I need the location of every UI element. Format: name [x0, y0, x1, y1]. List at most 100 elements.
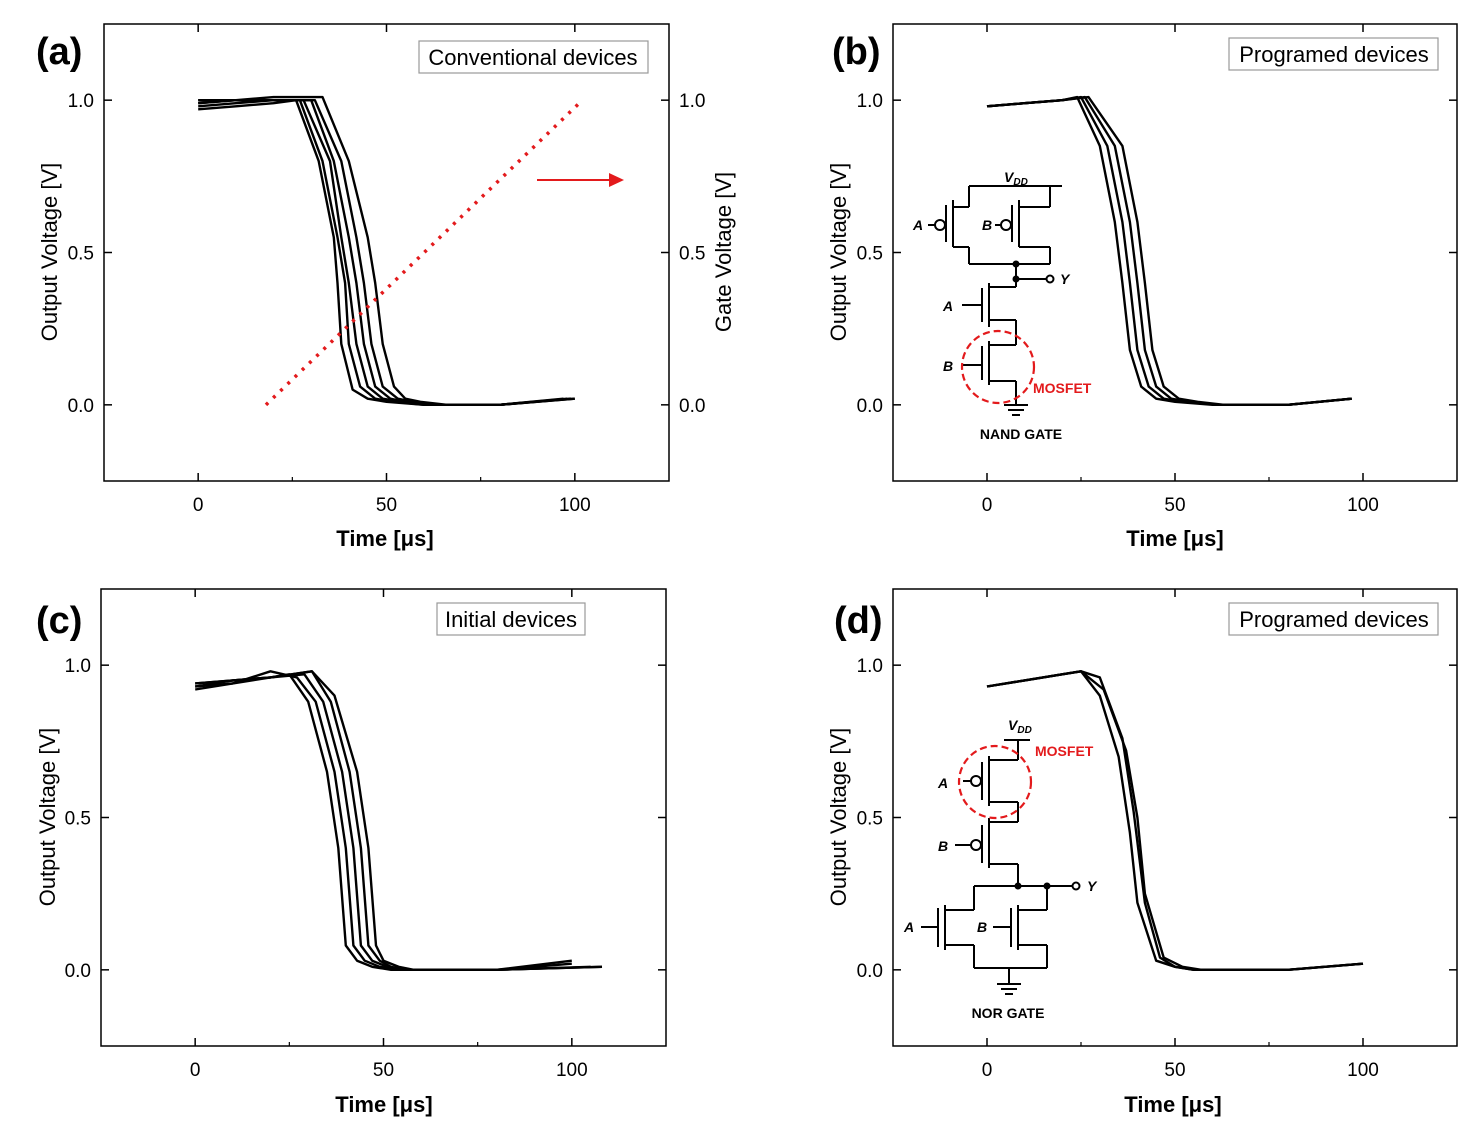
panel-c: (c) Initial devices Output Voltage [V] T…: [35, 588, 667, 1117]
panel-a: (a) Conventional devices Output Voltage …: [36, 23, 736, 551]
node-dot: [1012, 260, 1020, 268]
x-tick-label: 50: [373, 1060, 394, 1081]
series-line-3: [198, 98, 572, 406]
panel-label-d: (d): [834, 600, 883, 642]
legend-label-d: Programed devices: [1239, 607, 1429, 632]
panel-label-b: (b): [832, 31, 881, 73]
nand-gate-schematic: [928, 185, 1062, 416]
series-line-4: [195, 670, 603, 971]
y2-tick-label: 0.0: [679, 396, 705, 417]
legend-label-a: Conventional devices: [428, 45, 637, 70]
y-axis-title-c: Output Voltage [V]: [35, 728, 60, 907]
series-line-2: [986, 670, 1364, 971]
input-label-b: B: [938, 838, 948, 854]
y2-tick-label: 0.5: [679, 244, 705, 265]
y-tick-label: 0.5: [68, 244, 94, 265]
x-tick-label: 100: [556, 1060, 588, 1081]
plot-frame-c: [100, 588, 667, 1047]
panel-d: (d) Programed devices Output Voltage [V]…: [826, 588, 1458, 1117]
panel-b: (b) Programed devices Output Voltage [V]…: [826, 23, 1458, 551]
series-group-c: [195, 670, 603, 971]
y-axis-title-a: Output Voltage [V]: [37, 163, 62, 342]
x-tick-label: 0: [193, 495, 204, 516]
y-tick-label: 0.5: [857, 809, 883, 830]
legend-box-a: [418, 40, 649, 74]
series-group-d: [986, 670, 1364, 971]
legend-box-b: [1228, 37, 1439, 71]
series-line-6: [198, 95, 575, 406]
output-label-y: Y: [1087, 878, 1098, 894]
y-tick-label: 0.5: [65, 809, 91, 830]
input-label-a-2: A: [942, 298, 953, 314]
x-axis-title-c: Time [μs]: [335, 1092, 432, 1117]
y-tick-label: 0.0: [68, 396, 94, 417]
series-line-3: [986, 670, 1364, 971]
legend-box-d: [1228, 602, 1439, 636]
y-tick-label: 0.0: [65, 961, 91, 982]
series-line-1: [198, 98, 564, 406]
node-dot: [1014, 882, 1022, 890]
panel-label-c: (c): [36, 600, 82, 642]
series-line-1: [195, 673, 572, 971]
input-label-a-2: A: [903, 919, 914, 935]
mosfet-highlight-circle: [957, 744, 1033, 820]
node-dot: [1012, 275, 1020, 283]
input-label-a: A: [937, 775, 948, 791]
y-axis-title-b: Output Voltage [V]: [826, 163, 851, 342]
y-tick-label: 1.0: [68, 91, 94, 112]
y-tick-label: 1.0: [65, 656, 91, 677]
ticks-d: 0 50 100 0.0 0.5 1.0: [857, 589, 1457, 1081]
legend-box-c: [436, 602, 586, 636]
x-tick-label: 0: [982, 1060, 993, 1081]
legend-label-c: Initial devices: [445, 607, 577, 632]
x-tick-label: 50: [1164, 495, 1185, 516]
plot-frame-b: [892, 23, 1458, 482]
plot-frame-a: [103, 23, 670, 482]
arrow-right-icon: [537, 173, 624, 187]
x-tick-label: 50: [376, 495, 397, 516]
input-label-b-2: B: [977, 919, 987, 935]
ticks-b: 0 50 100 0.0 0.5 1.0: [857, 24, 1457, 516]
x-axis-title-b: Time [μs]: [1126, 526, 1223, 551]
mosfet-label: MOSFET: [1035, 743, 1094, 759]
series-line-3: [986, 95, 1352, 406]
mosfet-label: MOSFET: [1033, 380, 1092, 396]
output-label-y: Y: [1060, 271, 1071, 287]
series-line-3: [195, 673, 591, 971]
series-line-1: [986, 95, 1352, 406]
series-line-2: [195, 670, 572, 971]
node-dot: [1043, 882, 1051, 890]
series-line-2: [986, 95, 1352, 406]
gate-name-label: NOR GATE: [972, 1005, 1045, 1021]
panel-label-a: (a): [36, 31, 82, 73]
x-tick-label: 0: [190, 1060, 201, 1081]
x-tick-label: 100: [559, 495, 591, 516]
x-tick-label: 100: [1347, 1060, 1379, 1081]
series-group-b: [986, 95, 1352, 406]
input-label-b-2: B: [943, 358, 953, 374]
input-label-b: B: [982, 217, 992, 233]
series-line-4: [986, 95, 1352, 406]
x-tick-label: 0: [982, 495, 993, 516]
y-tick-label: 1.0: [857, 656, 883, 677]
y-tick-label: 0.0: [857, 961, 883, 982]
plot-frame-d: [892, 588, 1458, 1047]
y-tick-label: 1.0: [857, 91, 883, 112]
x-axis-title-a: Time [μs]: [336, 526, 433, 551]
mosfet-highlight-circle: [960, 329, 1036, 405]
y-tick-label: 0.0: [857, 396, 883, 417]
y-tick-label: 0.5: [857, 244, 883, 265]
series-line-5: [195, 670, 603, 971]
vdd-label: VDD: [1004, 169, 1028, 188]
y2-axis-title-a: Gate Voltage [V]: [711, 172, 736, 332]
vdd-label: VDD: [1008, 717, 1032, 736]
input-label-a: A: [912, 217, 923, 233]
ticks-a: 0 50 100 0.0 0.0 0.5 0.5 1.0 1.0: [68, 24, 705, 516]
x-tick-label: 100: [1347, 495, 1379, 516]
x-tick-label: 50: [1164, 1060, 1185, 1081]
series-line-2: [198, 98, 568, 406]
x-axis-title-d: Time [μs]: [1124, 1092, 1221, 1117]
series-group-a: [198, 95, 575, 406]
series-line-1: [986, 670, 1364, 971]
